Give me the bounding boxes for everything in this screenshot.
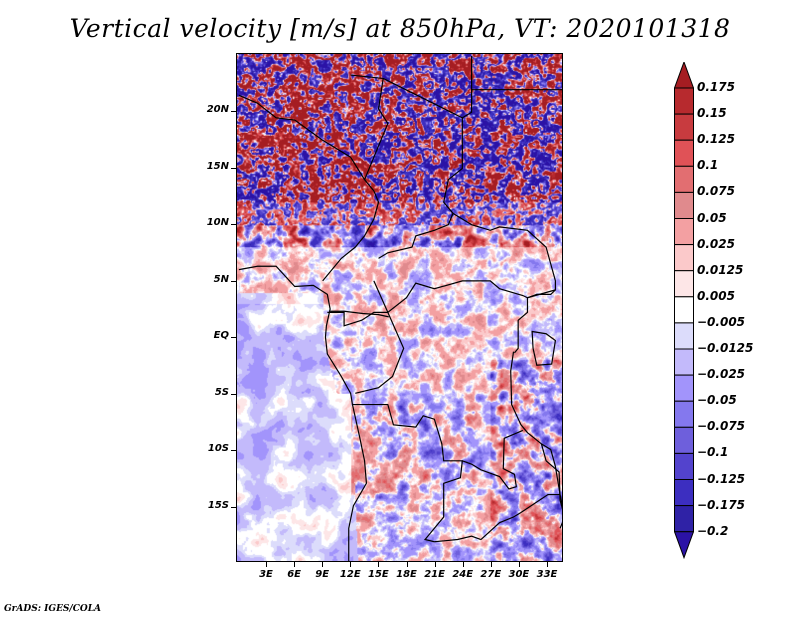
niger-chad-border [350,74,389,180]
colorbar-label: −0.005 [697,314,746,329]
x-tick [547,562,548,567]
x-tick [378,562,380,567]
east-africa-lakes [510,351,562,507]
y-tick-label: 20N [206,104,229,115]
y-tick [231,224,236,226]
libya-egypt-sudan [462,55,473,119]
colorbar-label: 0.05 [697,210,727,225]
colorbar-label: −0.2 [697,523,729,538]
colorbar-segment [674,505,694,533]
south-sudan [452,212,557,299]
x-tick [294,562,296,567]
vertical-velocity-field [237,54,562,561]
x-tick-label: 18E [396,569,417,580]
drc-zambia [462,429,524,490]
colorbar-label: 0.1 [697,158,719,173]
colorbar-label: −0.0125 [697,341,754,355]
y-tick [231,450,236,452]
colorbar-segment [674,191,694,219]
colorbar [674,62,694,559]
zimbabwe-zambia [480,512,522,540]
mozambique-border-east [540,443,562,529]
colorbar-segment [674,374,694,402]
sahara-border-1 [238,94,380,282]
cameroon-congo [330,310,389,318]
x-tick [434,562,436,567]
y-tick-label: 15N [206,160,229,172]
map-plot-area [236,53,563,562]
congo-gabon [327,311,405,394]
lake-victoria [531,330,557,366]
y-tick-label: EQ [213,330,229,342]
zambia-mozambique [520,493,561,514]
x-tick-label: 33E [536,569,558,580]
x-tick-label: 3E [259,569,273,580]
angola-zambia-namibia [434,535,482,543]
x-tick [490,562,492,567]
y-tick-label: 5S [214,386,229,398]
colorbar-segment [674,139,694,167]
colorbar-label: −0.075 [697,419,746,434]
colorbar-segment [674,452,694,480]
drc-angola [352,403,463,543]
x-tick [462,562,464,567]
x-tick-label: 15E [368,569,389,580]
colorbar-segment [674,322,694,350]
y-tick-label: 5N [213,273,229,285]
colorbar-upper-triangle [674,62,694,89]
colorbar-label: −0.125 [697,471,746,486]
colorbar-segment [674,218,694,246]
y-tick [231,111,236,112]
colorbar-label: 0.005 [697,288,735,303]
x-tick-label: 27E [480,569,502,580]
x-tick [322,562,324,567]
colorbar-segment [674,244,694,272]
y-tick-label: 10S [207,443,229,455]
colorbar-label: −0.1 [697,445,729,460]
x-tick-label: 9E [315,569,330,580]
colorbar-label: 0.175 [697,80,735,94]
x-tick-label: 21E [424,569,445,580]
colorbar-label: −0.025 [697,367,746,382]
grads-credit: GrADS: IGES/COLA [4,604,102,614]
x-tick-label: 30E [508,569,530,580]
x-tick [406,562,408,567]
x-tick-label: 24E [452,569,474,580]
colorbar-label: 0.125 [697,132,735,147]
y-tick [231,393,236,395]
y-tick-label: 10N [206,217,229,229]
y-tick [231,167,236,169]
y-tick [231,280,236,282]
colorbar-segment [674,296,694,324]
west-africa-coastline [238,265,368,561]
colorbar-segment [674,270,694,298]
y-tick-label: 15S [207,500,229,511]
x-tick [266,562,267,567]
colorbar-label: 0.15 [697,106,727,121]
colorbar-segment [674,348,694,376]
chart-title: Vertical velocity [m/s] at 850hPa, VT: 2… [69,14,731,43]
colorbar-segment [674,426,694,454]
colorbar-label: 0.075 [697,184,735,199]
colorbar-segment [674,479,694,507]
x-tick-label: 6E [287,569,301,580]
car-drc-border [373,280,528,314]
y-tick [231,507,236,508]
x-tick [350,562,352,567]
country-boundaries [238,55,562,561]
uganda-kenya [513,289,556,354]
libya-chad-sudan [378,77,463,259]
colorbar-segment [674,165,694,193]
colorbar-segment [674,113,694,141]
x-tick-label: 12E [339,569,361,580]
colorbar-segment [674,400,694,428]
colorbar-label: −0.05 [697,393,737,408]
y-tick [231,337,236,339]
colorbar-label: −0.175 [697,497,746,512]
colorbar-label: 0.025 [697,236,735,251]
x-tick [518,562,520,567]
colorbar-label: 0.0125 [697,262,744,277]
colorbar-lower-triangle [674,531,694,559]
colorbar-segment [674,87,694,115]
